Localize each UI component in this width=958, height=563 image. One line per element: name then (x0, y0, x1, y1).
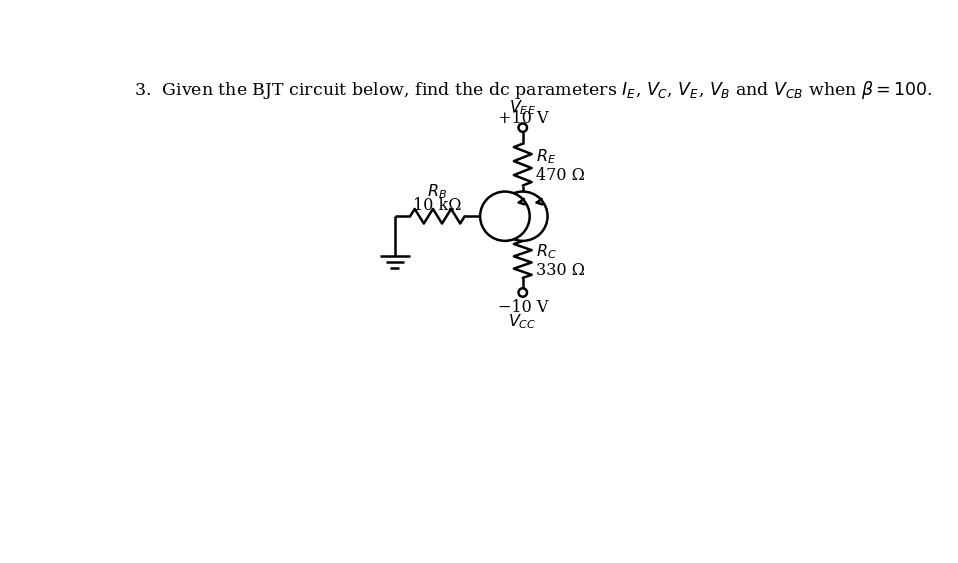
Text: $V_{EE}$: $V_{EE}$ (510, 98, 536, 117)
Text: +10 V: +10 V (497, 110, 548, 127)
Text: $V_{CC}$: $V_{CC}$ (509, 312, 537, 331)
Text: −10 V: −10 V (497, 298, 548, 316)
Circle shape (498, 191, 548, 241)
Text: 330 Ω: 330 Ω (536, 262, 585, 279)
Circle shape (518, 123, 527, 132)
Circle shape (518, 288, 527, 297)
Circle shape (480, 191, 530, 241)
Text: $R_E$: $R_E$ (536, 148, 556, 166)
Text: 470 Ω: 470 Ω (536, 167, 584, 184)
Text: 3.  Given the BJT circuit below, find the dc parameters $I_E$, $V_C$, $V_E$, $V_: 3. Given the BJT circuit below, find the… (134, 79, 932, 101)
Text: 10 kΩ: 10 kΩ (413, 197, 462, 214)
Text: $R_C$: $R_C$ (536, 242, 557, 261)
Text: $R_B$: $R_B$ (427, 182, 447, 201)
